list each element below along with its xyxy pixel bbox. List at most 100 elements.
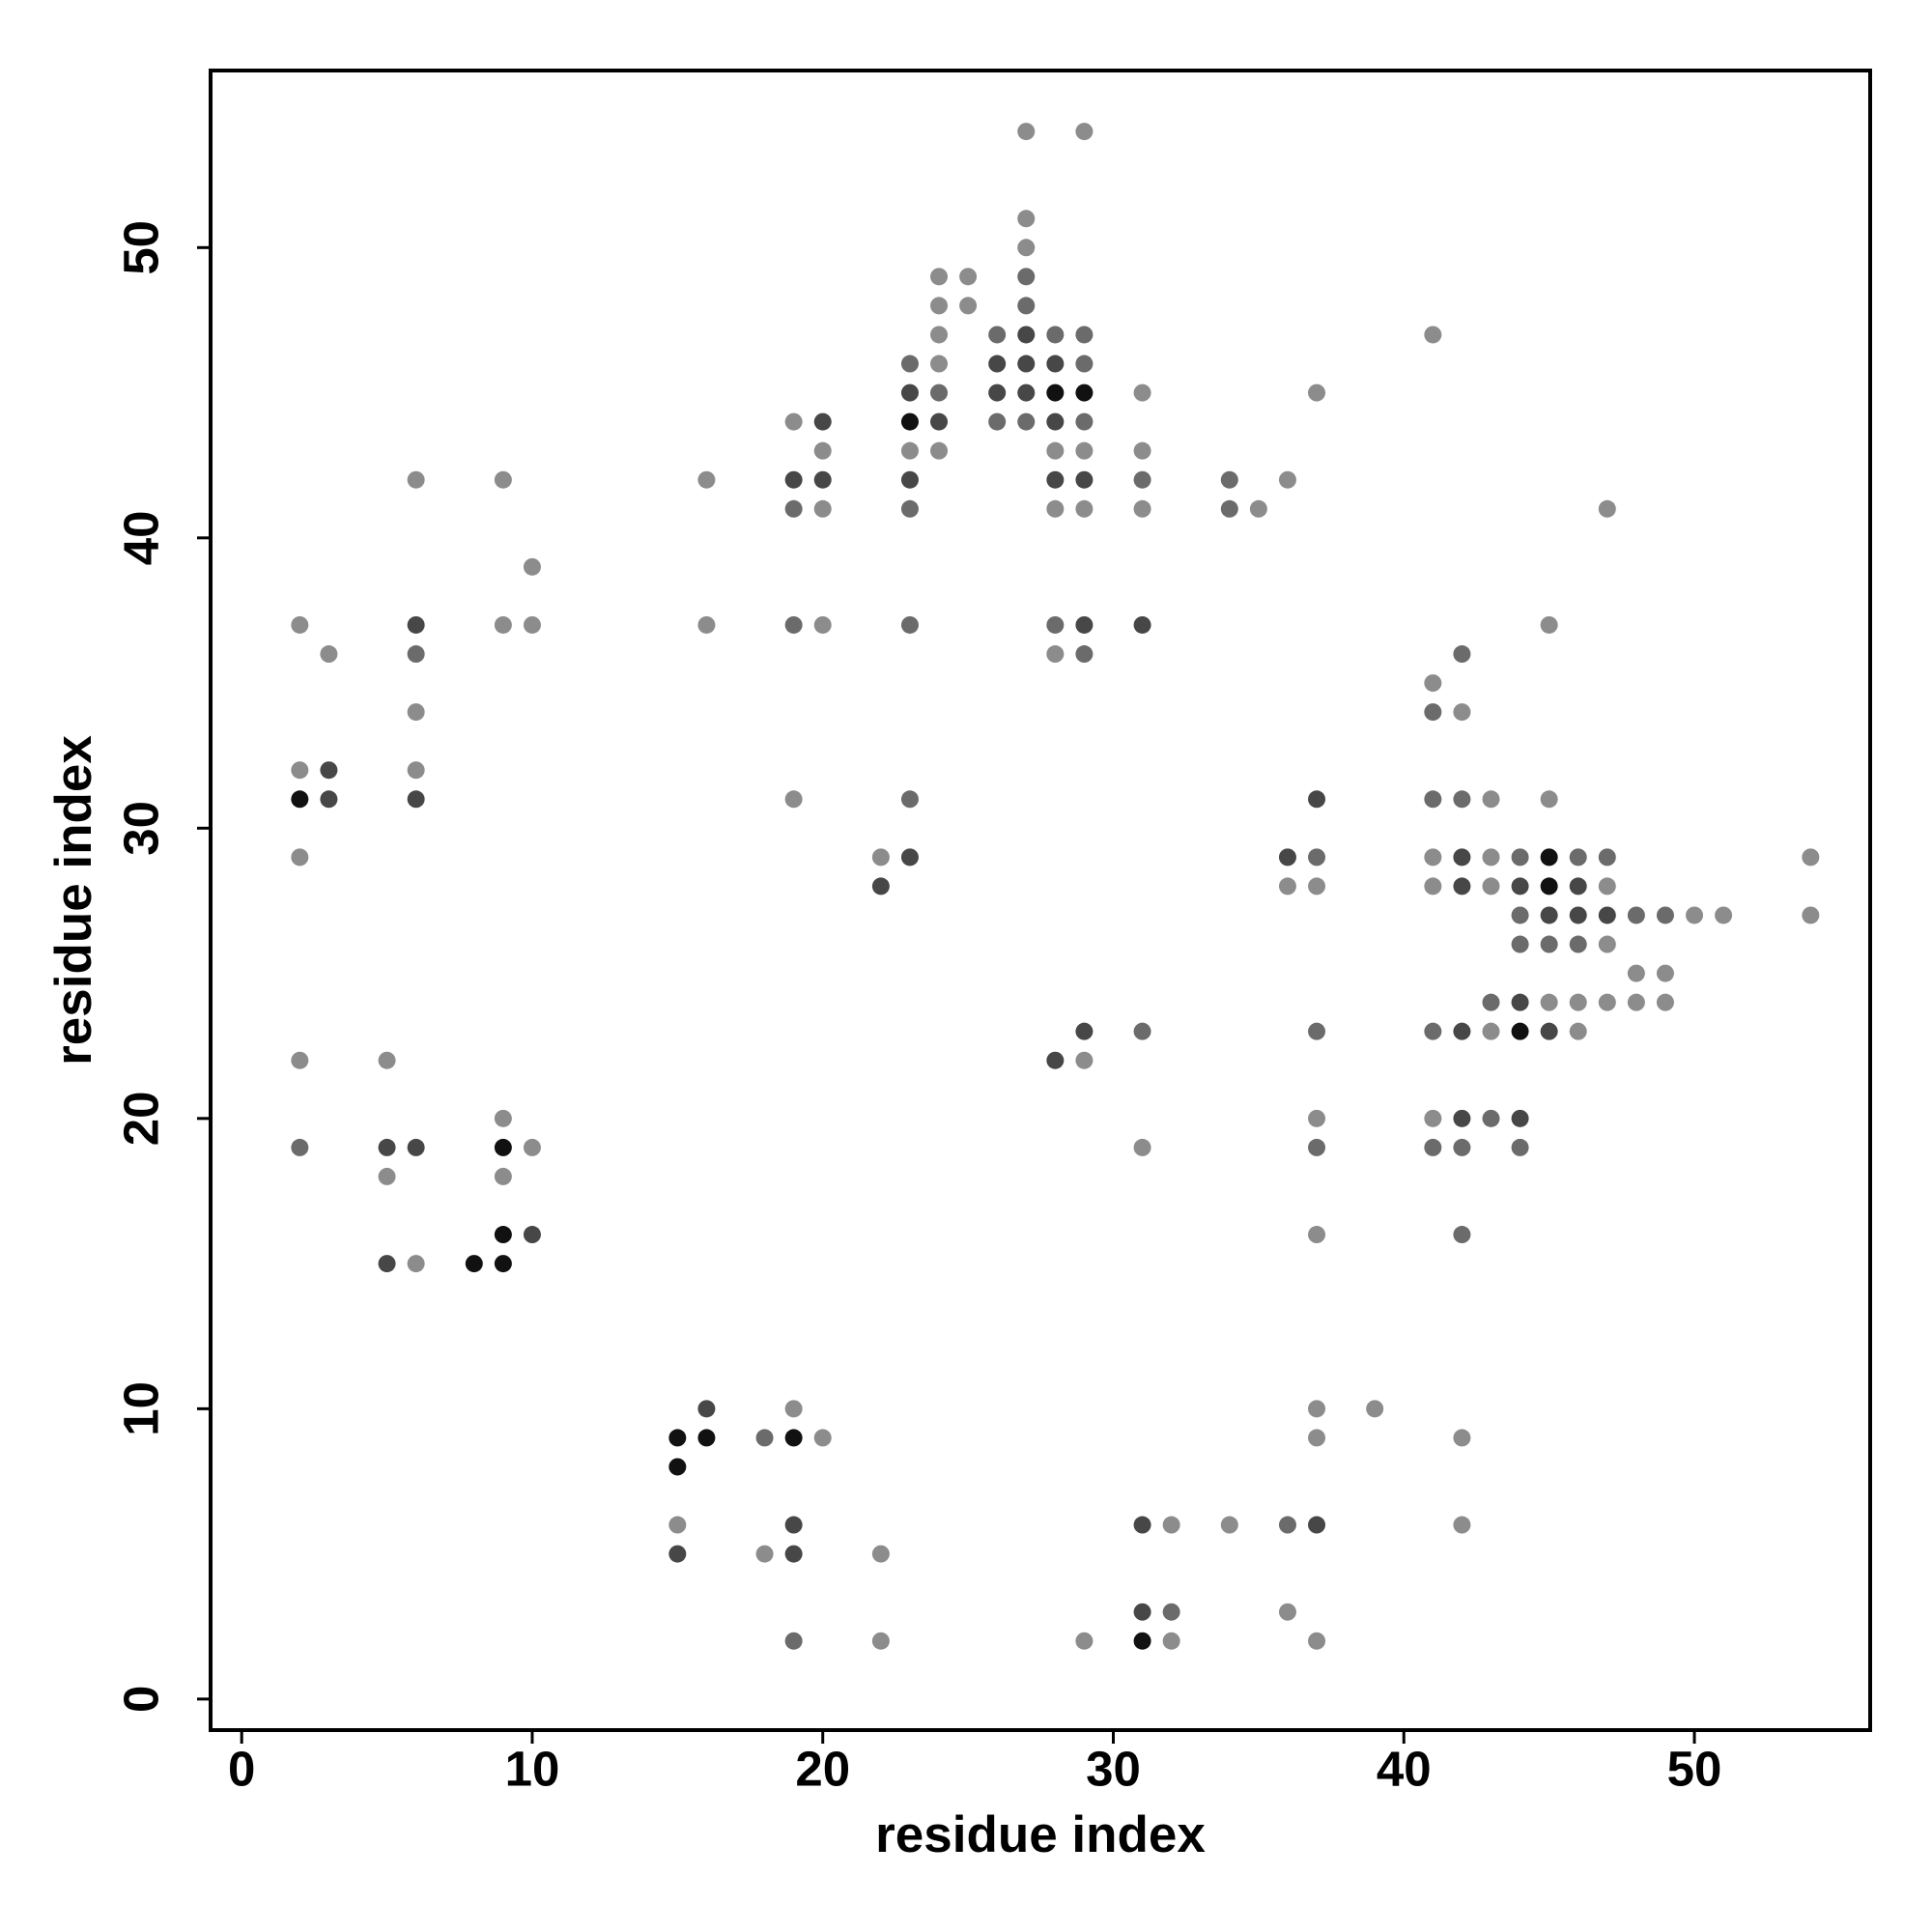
point	[1598, 993, 1616, 1011]
point	[988, 384, 1007, 402]
point	[1453, 1226, 1471, 1244]
point	[1424, 326, 1442, 344]
point	[1133, 384, 1151, 402]
point	[1540, 848, 1558, 867]
point	[1598, 935, 1616, 953]
point	[1569, 906, 1587, 924]
point	[1046, 326, 1065, 344]
point	[291, 1138, 309, 1156]
point	[1598, 848, 1616, 867]
point	[1308, 1400, 1326, 1418]
point	[784, 1516, 803, 1534]
point	[1017, 210, 1036, 228]
point	[1308, 790, 1326, 809]
point	[378, 1255, 396, 1273]
point	[1453, 848, 1471, 867]
point	[959, 268, 978, 286]
point	[930, 268, 949, 286]
point	[523, 1138, 541, 1156]
point	[1133, 1022, 1151, 1040]
point	[1656, 964, 1674, 982]
point	[1133, 615, 1151, 634]
point	[1511, 993, 1529, 1011]
point	[1075, 326, 1094, 344]
point	[1220, 470, 1238, 489]
point	[1046, 499, 1065, 518]
point	[1598, 499, 1616, 518]
point	[1133, 499, 1151, 518]
point	[378, 1051, 396, 1069]
point	[1627, 964, 1645, 982]
point	[1075, 123, 1094, 141]
point	[320, 761, 338, 780]
point	[1540, 1022, 1558, 1040]
point	[1511, 935, 1529, 953]
point	[900, 384, 919, 402]
point	[1569, 1022, 1587, 1040]
point	[1017, 384, 1036, 402]
point	[1511, 906, 1529, 924]
point	[813, 441, 832, 460]
point	[1453, 790, 1471, 809]
point	[1308, 1022, 1326, 1040]
point	[1802, 848, 1820, 867]
point	[1453, 703, 1471, 722]
point	[1017, 297, 1036, 315]
point	[465, 1255, 483, 1273]
point	[1482, 848, 1500, 867]
point	[697, 1429, 716, 1447]
y-tick-label: 10	[113, 1381, 168, 1436]
point	[494, 615, 512, 634]
point	[930, 412, 949, 431]
point	[1075, 384, 1094, 402]
point	[871, 877, 890, 895]
point	[900, 470, 919, 489]
point	[1453, 877, 1471, 895]
point	[1133, 1138, 1151, 1156]
point	[523, 1226, 541, 1244]
point	[1715, 906, 1733, 924]
point	[1569, 993, 1587, 1011]
point	[900, 355, 919, 373]
point	[813, 1429, 832, 1447]
x-tick-label: 50	[1667, 1741, 1722, 1796]
point	[1162, 1632, 1180, 1650]
point	[988, 355, 1007, 373]
point	[755, 1545, 774, 1563]
y-tick-label: 0	[113, 1686, 168, 1713]
point	[494, 1138, 512, 1156]
point	[668, 1516, 687, 1534]
point	[1424, 1022, 1442, 1040]
point	[900, 615, 919, 634]
point	[1308, 1109, 1326, 1127]
point	[494, 1167, 512, 1185]
point	[697, 470, 716, 489]
point	[1017, 355, 1036, 373]
point	[1482, 877, 1500, 895]
point	[1278, 1603, 1296, 1621]
point	[407, 1138, 425, 1156]
point	[1424, 703, 1442, 722]
point	[1482, 1022, 1500, 1040]
point	[1017, 412, 1036, 431]
point	[959, 297, 978, 315]
x-tick-label: 10	[505, 1741, 560, 1796]
point	[523, 557, 541, 576]
point	[1017, 268, 1036, 286]
point	[1424, 674, 1442, 693]
plot-frame	[209, 69, 1872, 1732]
point	[320, 790, 338, 809]
point	[1046, 645, 1065, 664]
point	[1453, 1138, 1471, 1156]
x-tick-label: 40	[1377, 1741, 1432, 1796]
point	[1511, 877, 1529, 895]
point	[1569, 848, 1587, 867]
point	[1075, 412, 1094, 431]
point	[291, 1051, 309, 1069]
point	[1075, 615, 1094, 634]
point	[1511, 1022, 1529, 1040]
point	[1046, 384, 1065, 402]
point	[1075, 441, 1094, 460]
y-axis-label: residue index	[45, 735, 102, 1065]
